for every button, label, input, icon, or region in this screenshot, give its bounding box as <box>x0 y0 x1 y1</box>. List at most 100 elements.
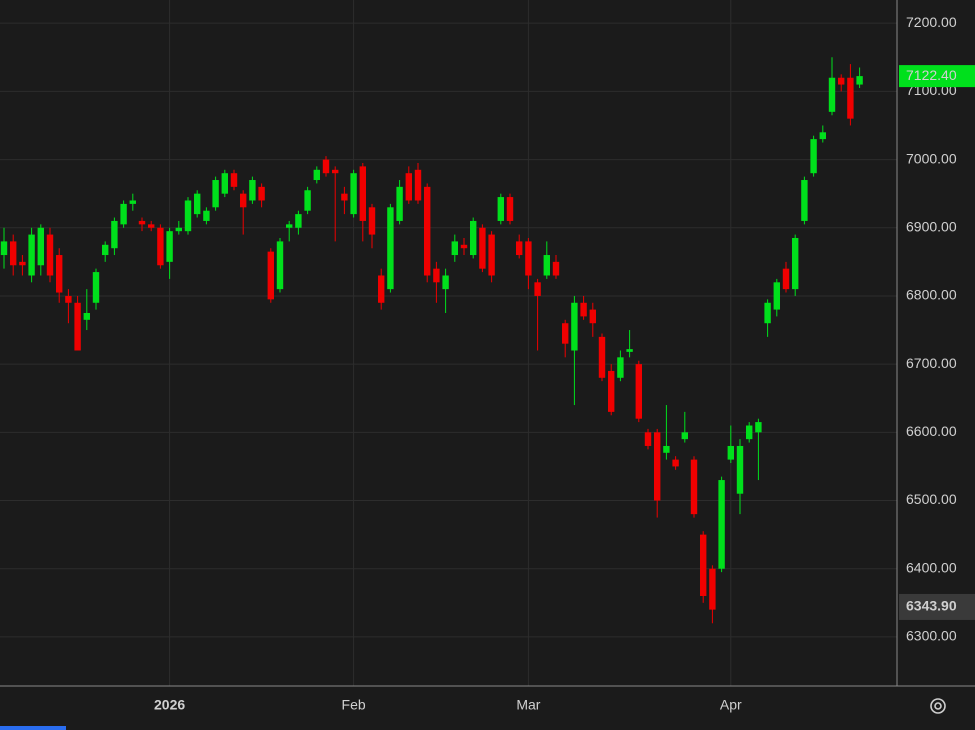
candle-body <box>341 193 348 201</box>
candle-body <box>92 272 100 303</box>
candle-body <box>240 193 247 208</box>
candle-body <box>424 186 431 276</box>
candle-body <box>589 309 596 324</box>
candle-body <box>332 169 339 174</box>
candle-body <box>368 207 376 235</box>
candle-body <box>433 268 440 283</box>
candle-body <box>249 180 256 201</box>
candle-body <box>470 220 477 256</box>
candle-body <box>442 275 449 290</box>
candle-body <box>65 295 72 303</box>
candle-body <box>580 302 587 317</box>
candle-body <box>304 190 311 211</box>
candle-body <box>313 169 320 181</box>
candle-body <box>552 261 560 276</box>
y-tick-label: 6900.00 <box>906 218 957 234</box>
candle-body <box>10 241 17 266</box>
candle-body <box>378 275 385 303</box>
candle-body <box>663 445 670 453</box>
candle-body <box>746 425 753 440</box>
y-tick-label: 6400.00 <box>906 559 957 575</box>
candle-body <box>175 227 182 232</box>
candle-body <box>792 237 799 290</box>
candle-body <box>828 77 836 112</box>
candle-body <box>562 323 569 344</box>
candle-body <box>654 432 661 501</box>
candle-body <box>681 432 688 440</box>
candle-body <box>350 173 357 215</box>
marker-price-label: 6343.90 <box>906 598 957 614</box>
candle-body <box>414 169 422 201</box>
candle-body <box>166 231 173 262</box>
candle-body <box>571 302 578 351</box>
candle-body <box>203 210 210 221</box>
y-tick-label: 6600.00 <box>906 423 957 439</box>
gear-hub <box>934 702 942 710</box>
candle-body <box>194 193 201 215</box>
candle-body <box>773 282 780 310</box>
x-tick-label: 2026 <box>154 697 185 713</box>
last-price-label: 7122.40 <box>906 67 957 83</box>
candle-body <box>543 255 550 276</box>
y-tick-label: 7200.00 <box>906 14 957 30</box>
settings-button[interactable] <box>930 698 946 714</box>
candle-body <box>111 220 118 249</box>
candle-body <box>83 312 90 320</box>
candle-body <box>644 432 652 446</box>
candle-body <box>764 302 771 324</box>
candle-body <box>387 207 394 290</box>
candle-body <box>46 234 54 276</box>
x-tick-label: Mar <box>516 697 540 713</box>
y-tick-label: 6700.00 <box>906 355 957 371</box>
marker-price-box <box>899 593 975 620</box>
candle-body <box>286 224 293 228</box>
candle-body <box>157 227 164 266</box>
candle-body <box>525 241 532 276</box>
candle-body <box>810 139 817 174</box>
y-tick-label: 6800.00 <box>906 287 957 303</box>
candle-body <box>37 227 44 266</box>
candle-body <box>497 197 504 221</box>
candle-body <box>74 302 81 351</box>
candle-body <box>727 445 734 460</box>
y-tick-label: 6500.00 <box>906 491 957 507</box>
candle-body <box>672 459 679 467</box>
candle-body <box>322 159 330 174</box>
candle-body <box>212 180 219 208</box>
candle-body <box>700 534 707 596</box>
scrollbar[interactable] <box>0 726 66 730</box>
candle-body <box>102 244 109 256</box>
candle-body <box>709 568 716 610</box>
candle-body <box>819 132 826 140</box>
candle-body <box>28 234 35 276</box>
candles <box>0 57 863 624</box>
candle-body <box>635 364 642 419</box>
candle-body <box>608 370 615 412</box>
candle-body <box>148 224 155 228</box>
candle-body <box>617 357 624 378</box>
candle-body <box>838 77 845 85</box>
y-tick-label: 6300.00 <box>906 628 957 644</box>
candle-body <box>19 261 26 266</box>
candle-body <box>276 241 284 290</box>
candle-body <box>755 422 762 433</box>
candle-body <box>801 180 808 221</box>
candle-body <box>847 77 854 119</box>
candle-body <box>506 197 514 221</box>
candle-body <box>359 166 366 221</box>
candle-body <box>479 227 486 269</box>
candle-body <box>0 241 8 256</box>
last-price-box <box>899 65 975 88</box>
candle-body <box>736 445 744 494</box>
candle-body <box>295 214 302 228</box>
candle-body <box>184 200 192 232</box>
candle-body <box>396 186 403 221</box>
candle-body <box>516 241 523 256</box>
candle-body <box>598 336 606 378</box>
candle-body <box>267 251 274 300</box>
candle-body <box>230 173 238 187</box>
candle-body <box>120 203 127 225</box>
